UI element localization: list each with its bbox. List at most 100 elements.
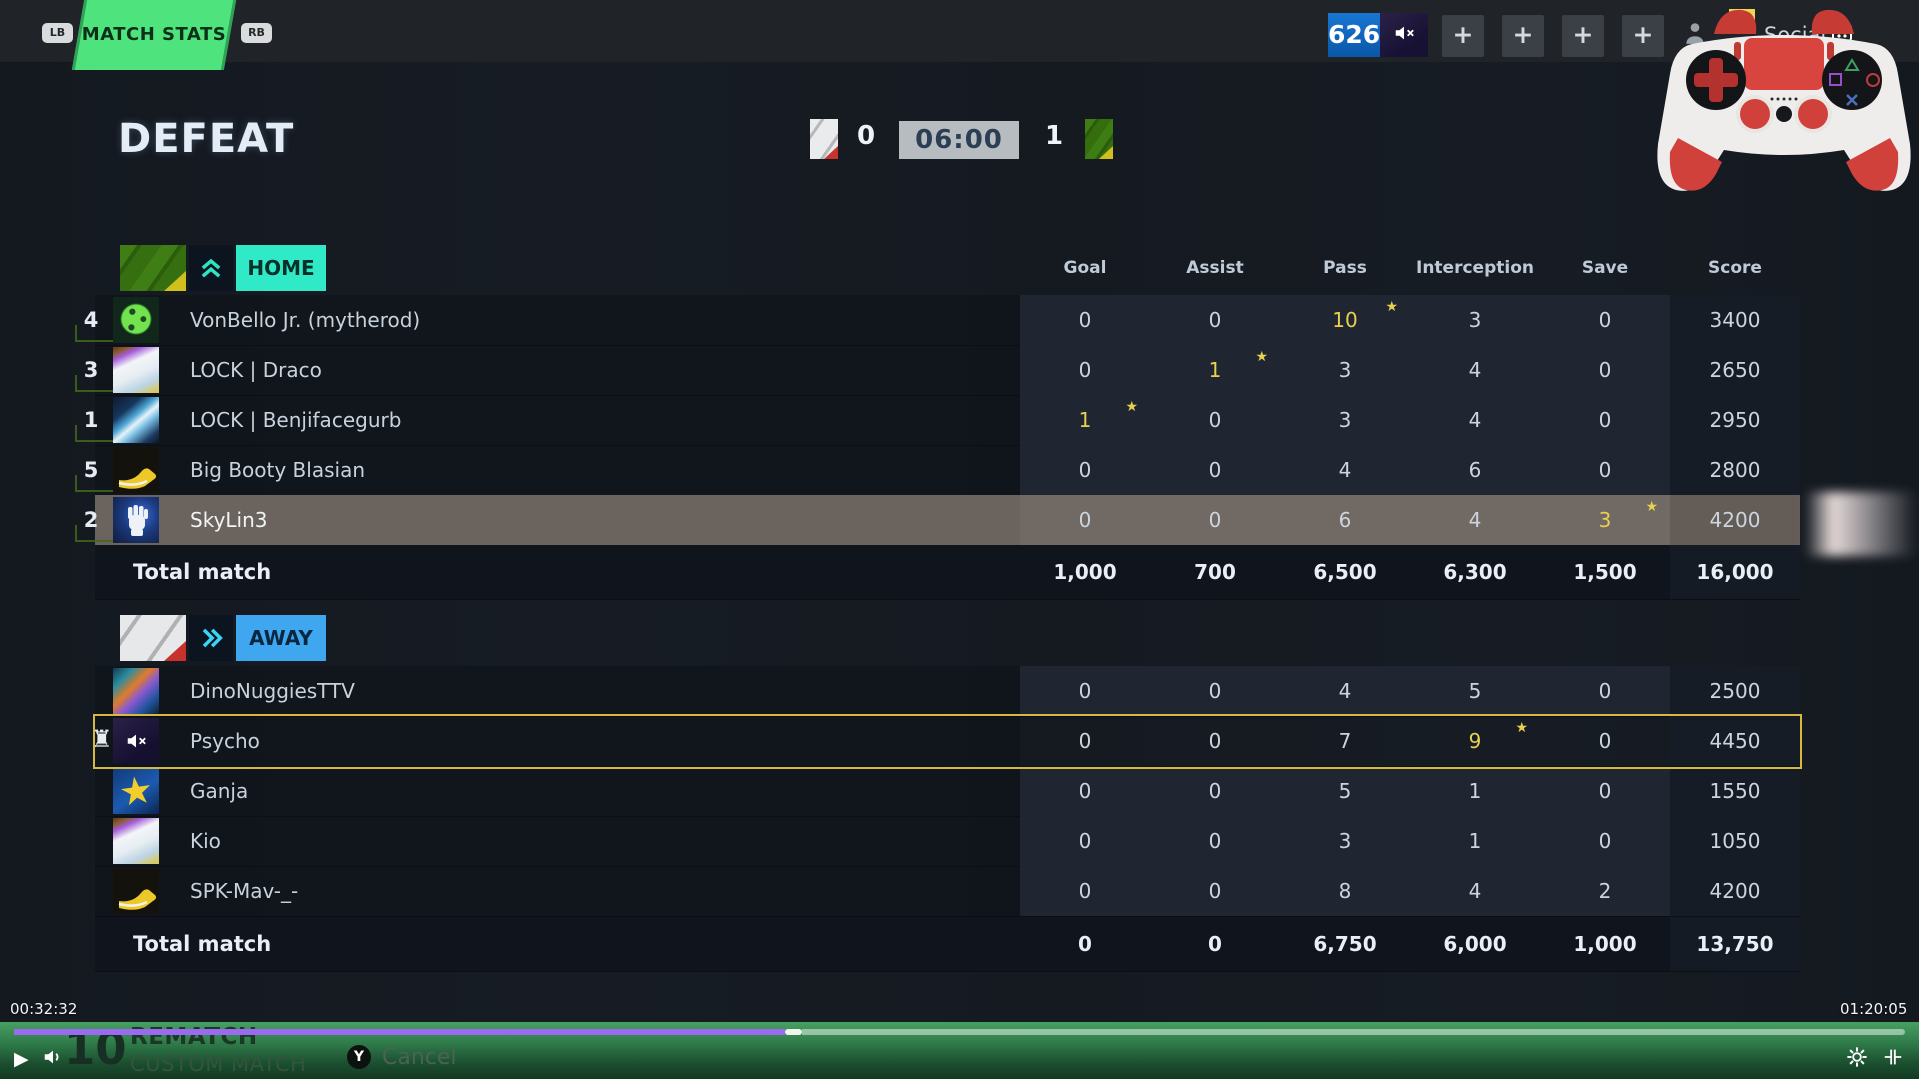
stat-score: 2800 <box>1670 445 1800 495</box>
table-row[interactable]: 5 Big Booty Blasian 0★ 0★ 4★ 6★ 0★ 2800 <box>75 445 1800 496</box>
person-icon <box>1682 20 1708 50</box>
away-chevron-right-icon <box>189 615 233 661</box>
total-pass: 6,750 <box>1313 932 1377 956</box>
stat-goal: 0★ <box>1078 779 1092 803</box>
star-icon: ★ <box>1515 720 1528 736</box>
avatar-cat-icon <box>113 818 159 864</box>
custom-match-label: CUSTOM MATCH <box>130 1052 307 1076</box>
stat-assist: 0★ <box>1208 508 1222 532</box>
rank-bracket <box>75 375 117 392</box>
stat-pass: 6★ <box>1338 508 1352 532</box>
stat-assist: 0★ <box>1208 458 1222 482</box>
table-row[interactable]: ★ Ganja 0★ 0★ 5★ 1★ 0★ 1550 <box>95 766 1800 817</box>
stat-pass: 3★ <box>1338 829 1352 853</box>
column-header-score: Score <box>1708 258 1762 278</box>
column-headers: Goal Assist Pass Interception Save Score <box>1020 245 1800 291</box>
rb-button[interactable]: RB <box>241 23 272 43</box>
player-name: SkyLin3 <box>190 508 268 532</box>
stat-assist: 0★ <box>1208 779 1222 803</box>
total-save: 1,000 <box>1573 932 1637 956</box>
column-header-assist: Assist <box>1186 258 1244 278</box>
stat-score: 4200 <box>1670 495 1800 545</box>
muted-speaker-icon <box>1393 22 1415 48</box>
user-avatar[interactable] <box>1380 13 1428 57</box>
stat-pass: 3★ <box>1338 358 1352 382</box>
tab-label: MATCH STATS <box>81 24 227 45</box>
column-header-interception: Interception <box>1416 258 1534 278</box>
y-button-icon[interactable]: Y <box>347 1045 371 1069</box>
stat-pass: 8★ <box>1338 879 1352 903</box>
stat-goal: 0★ <box>1078 679 1092 703</box>
rank-number: 5 <box>83 458 99 482</box>
table-row-focused[interactable]: ♜ Psycho 0★ 0★ 7★ 9★ 0★ 4450 <box>91 716 1800 767</box>
away-team-banner: AWAY <box>95 615 1800 661</box>
stat-pass: 7★ <box>1338 729 1352 753</box>
add-player-button[interactable]: + <box>1502 15 1544 57</box>
video-progress-bar[interactable] <box>14 1029 1905 1035</box>
avatar-soccer-ball-icon <box>113 297 159 343</box>
add-player-button[interactable]: + <box>1442 15 1484 57</box>
home-total-row: Total match 1,000 700 6,500 6,300 1,500 … <box>95 545 1800 600</box>
player-name: Psycho <box>190 729 260 753</box>
play-button[interactable]: ▶ <box>14 1048 29 1070</box>
progress-playhead[interactable] <box>785 1029 802 1035</box>
home-team-label: HOME <box>236 245 326 291</box>
rank-bracket <box>75 325 117 342</box>
avatar-dino-bird-icon <box>113 668 159 714</box>
stat-assist: 0★ <box>1208 829 1222 853</box>
player-name: Ganja <box>190 779 249 803</box>
table-row[interactable]: Kio 0★ 0★ 3★ 1★ 0★ 1050 <box>95 816 1800 867</box>
stat-save: 0★ <box>1598 308 1612 332</box>
column-header-goal: Goal <box>1063 258 1107 278</box>
rank-bracket <box>75 475 117 492</box>
rematch-label: REMATCH <box>130 1024 258 1050</box>
stat-assist: 0★ <box>1208 879 1222 903</box>
gamepad-overlay-icon <box>1652 2 1916 201</box>
stat-save: 0★ <box>1598 779 1612 803</box>
total-goal: 1,000 <box>1053 560 1117 584</box>
stat-interception: 4★ <box>1468 408 1482 432</box>
lb-button[interactable]: LB <box>42 23 73 43</box>
stat-interception: 5★ <box>1468 679 1482 703</box>
stat-score: 2950 <box>1670 395 1800 445</box>
stat-pass: 4★ <box>1338 679 1352 703</box>
away-total-row: Total match 0 0 6,750 6,000 1,000 13,750 <box>95 917 1800 972</box>
add-player-button[interactable]: + <box>1562 15 1604 57</box>
exit-fullscreen-icon[interactable] <box>1882 1046 1904 1072</box>
settings-gear-icon[interactable] <box>1846 1046 1868 1072</box>
avatar-boot-icon <box>113 868 159 914</box>
avatar-bird-icon <box>113 397 159 443</box>
table-row[interactable]: SPK-Mav-_- 0★ 0★ 8★ 4★ 2★ 4200 <box>95 866 1800 917</box>
add-player-button[interactable]: + <box>1622 15 1664 57</box>
table-row[interactable]: 3 LOCK | Draco 0★ 1★ 3★ 4★ 0★ 2650 <box>75 345 1800 396</box>
stats-table: HOME Goal Assist Pass Interception Save … <box>75 245 1800 977</box>
player-name: VonBello Jr. (mytherod) <box>190 308 421 332</box>
match-timer: 06:00 <box>899 121 1019 159</box>
rank-number: 3 <box>83 358 99 382</box>
total-score: 13,750 <box>1670 917 1800 971</box>
table-row[interactable]: 1 LOCK | Benjifacegurb 1★ 0★ 3★ 4★ 0★ 29… <box>75 395 1800 446</box>
total-score: 16,000 <box>1670 545 1800 599</box>
stat-goal: 1 ★ <box>1078 399 1138 432</box>
tab-match-stats[interactable]: MATCH STATS <box>71 0 237 70</box>
stat-score: 1550 <box>1670 766 1800 816</box>
cancel-button[interactable]: Cancel <box>382 1045 457 1070</box>
table-row[interactable]: 4 VonBello Jr. (mytherod) 0★ 0★ 10★ 3★ 0… <box>75 295 1800 346</box>
home-team-flag <box>120 245 186 291</box>
volume-button[interactable] <box>42 1046 64 1072</box>
cursor-highlight-artifact <box>1805 492 1917 556</box>
currency-badge: 626 <box>1328 13 1380 57</box>
stat-interception: 4★ <box>1468 358 1482 382</box>
stat-goal: 0★ <box>1078 729 1092 753</box>
star-icon: ★ <box>1125 399 1138 415</box>
table-row[interactable]: DinoNuggiesTTV 0★ 0★ 4★ 5★ 0★ 2500 <box>95 666 1800 717</box>
player-name: LOCK | Benjifacegurb <box>190 408 402 432</box>
stat-assist: 0★ <box>1208 679 1222 703</box>
table-row-selected[interactable]: 2 SkyLin3 0★ 0★ 6★ 4★ 3★ 4200 <box>75 495 1800 546</box>
current-time: 00:32:32 <box>10 1000 78 1018</box>
right-team-flag <box>1085 119 1113 159</box>
stat-assist: 0★ <box>1208 308 1222 332</box>
stat-interception: 1★ <box>1468 779 1482 803</box>
star-icon: ★ <box>1255 349 1268 365</box>
